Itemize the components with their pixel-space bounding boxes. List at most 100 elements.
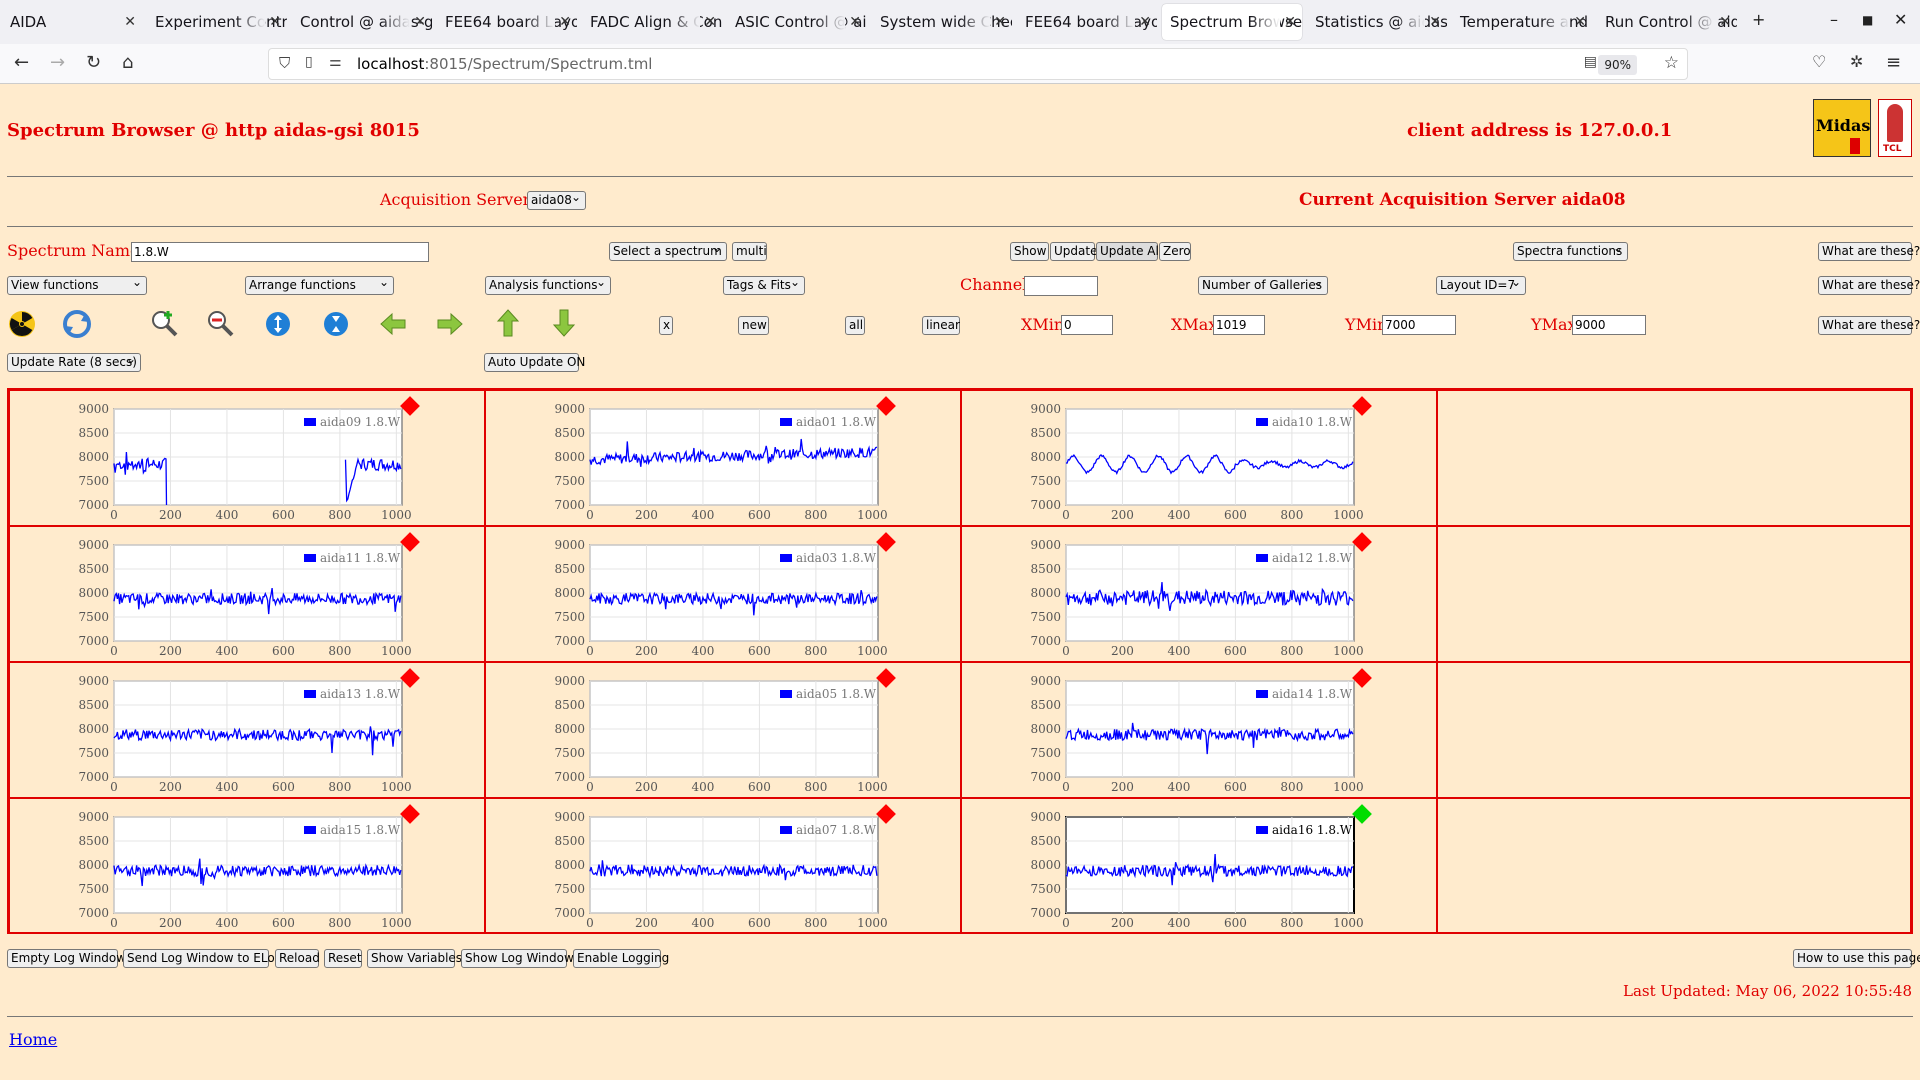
view-functions-select[interactable]: View functions <box>7 274 147 295</box>
what-are-these-button[interactable]: What are these? <box>1818 242 1920 261</box>
layout-select[interactable]: Layout ID=7 <box>1436 274 1526 295</box>
show-log-window-button[interactable]: Show Log Window <box>461 949 574 968</box>
gallery-cell[interactable] <box>1437 662 1911 798</box>
xmax-input[interactable]: 1019 <box>1213 315 1265 335</box>
arrange-functions-select[interactable]: Arrange functions <box>245 274 394 295</box>
zero-button[interactable]: Zero <box>1159 242 1191 261</box>
send-log-to-elog-button[interactable]: Send Log Window to ELog <box>123 949 282 968</box>
home-icon[interactable]: ⌂ <box>122 52 134 73</box>
status-marker-icon[interactable] <box>1352 668 1372 688</box>
status-marker-icon[interactable] <box>876 804 896 824</box>
spectra-functions-select[interactable]: Spectra functions <box>1513 240 1628 261</box>
shrink-y-icon[interactable] <box>322 310 350 338</box>
status-marker-icon[interactable] <box>876 532 896 552</box>
tab-close-icon[interactable]: ✕ <box>704 14 716 30</box>
tab-6[interactable]: System wide Checks✕ <box>872 4 1012 40</box>
reload-button[interactable]: Reload <box>275 949 320 968</box>
how-to-use-button[interactable]: How to use this page <box>1793 949 1920 968</box>
radiation-icon[interactable] <box>8 310 36 338</box>
reset-button[interactable]: Reset <box>324 949 362 968</box>
channel-input[interactable] <box>1024 276 1098 296</box>
gallery-cell[interactable]: 9000 8500 8000 7500 7000 0 200 400 600 800 1000 aid… <box>961 526 1437 662</box>
gallery-cell[interactable]: 9000 8500 8000 7500 7000 0 200 400 600 800 1000 aid… <box>9 526 485 662</box>
arrow-left-icon[interactable] <box>379 310 407 338</box>
bookmark-star-icon[interactable]: ☆ <box>1663 53 1679 73</box>
show-button[interactable]: Show <box>1010 242 1049 261</box>
auto-update-button[interactable]: Auto Update ON <box>484 353 585 372</box>
tab-10[interactable]: Temperature and Status✕ <box>1452 4 1592 40</box>
back-icon[interactable]: ← <box>14 52 30 73</box>
multi-button[interactable]: multi <box>732 242 767 261</box>
url-bar[interactable]: ⛉ ▯ ⚌ localhost:8015/Spectrum/Spectrum.t… <box>268 48 1688 80</box>
new-button[interactable]: new <box>738 316 769 335</box>
menu-icon[interactable]: ≡ <box>1886 52 1902 73</box>
spectrum-name-input[interactable]: 1.8.W <box>131 242 429 262</box>
status-marker-icon[interactable] <box>1352 396 1372 416</box>
arrow-up-icon[interactable] <box>494 309 522 337</box>
ymin-input[interactable]: 7000 <box>1382 315 1456 335</box>
update-rate-select[interactable]: Update Rate (8 secs) <box>7 351 141 372</box>
update-all-button[interactable]: Update All <box>1096 242 1162 261</box>
refresh-icon[interactable] <box>63 310 91 338</box>
tab-3[interactable]: FEE64 board Layout✕ <box>437 4 577 40</box>
arrow-down-icon[interactable] <box>550 309 578 337</box>
gallery-cell[interactable]: 9000 8500 8000 7500 7000 0 200 400 600 800 1000 aid… <box>9 798 485 934</box>
forward-icon[interactable]: → <box>50 52 66 73</box>
show-variables-button[interactable]: Show Variables <box>367 949 462 968</box>
gallery-cell[interactable]: 9000 8500 8000 7500 7000 0 200 400 600 800 1000 aid… <box>9 390 485 526</box>
analysis-functions-select[interactable]: Analysis functions <box>485 274 611 295</box>
gallery-cell[interactable]: 9000 8500 8000 7500 7000 0 200 400 600 800 1000 aid… <box>485 798 961 934</box>
expand-y-icon[interactable] <box>264 310 292 338</box>
tab-close-icon[interactable]: ✕ <box>559 14 571 30</box>
tab-close-icon[interactable]: ✕ <box>414 14 426 30</box>
status-marker-icon[interactable] <box>876 396 896 416</box>
status-marker-icon[interactable] <box>1352 804 1372 824</box>
zoom-level[interactable]: 90% <box>1598 55 1637 75</box>
acq-server-select[interactable]: aida08 <box>527 189 586 210</box>
tab-close-icon[interactable]: ✕ <box>269 14 281 30</box>
gallery-cell[interactable]: 9000 8500 8000 7500 7000 0 200 400 600 800 1000 aid… <box>961 390 1437 526</box>
tab-close-icon[interactable]: ✕ <box>994 14 1006 30</box>
gallery-cell[interactable] <box>1437 390 1911 526</box>
status-marker-icon[interactable] <box>400 668 420 688</box>
tab-11[interactable]: Run Control @ aidas✕ <box>1597 4 1737 40</box>
empty-log-window-button[interactable]: Empty Log Window <box>7 949 126 968</box>
tab-close-icon[interactable]: ✕ <box>1284 14 1296 30</box>
gallery-cell[interactable]: 9000 8500 8000 7500 7000 0 200 400 600 800 1000 aid… <box>485 390 961 526</box>
gallery-cell[interactable] <box>1437 798 1911 934</box>
extension-icon[interactable]: ✲ <box>1850 52 1864 71</box>
arrow-right-icon[interactable] <box>436 310 464 338</box>
pocket-icon[interactable]: ♡ <box>1812 52 1827 71</box>
number-of-galleries-select[interactable]: Number of Galleries <box>1198 274 1328 295</box>
tab-8[interactable]: Spectrum Browser ✕ <box>1162 4 1302 40</box>
xmin-input[interactable]: 0 <box>1061 315 1113 335</box>
reload-icon[interactable]: ↻ <box>86 52 102 73</box>
minimize-icon[interactable]: – <box>1830 10 1838 29</box>
reader-view-icon[interactable]: ▤ <box>1583 54 1597 70</box>
tab-7[interactable]: FEE64 board Layout✕ <box>1017 4 1157 40</box>
linear-button[interactable]: linear <box>922 316 960 335</box>
tags-fits-select[interactable]: Tags & Fits <box>723 274 805 295</box>
tab-4[interactable]: FADC Align & Control✕ <box>582 4 722 40</box>
zoom-out-icon[interactable] <box>206 309 234 337</box>
tab-close-icon[interactable]: ✕ <box>124 14 136 30</box>
tab-close-icon[interactable]: ✕ <box>1429 14 1441 30</box>
zoom-in-icon[interactable] <box>150 309 178 337</box>
select-spectrum-select[interactable]: Select a spectrum <box>609 240 727 261</box>
new-tab-button[interactable]: + <box>1752 10 1766 29</box>
gallery-cell[interactable]: 9000 8500 8000 7500 7000 0 200 400 600 800 1000 aid… <box>961 798 1437 934</box>
gallery-cell[interactable]: 9000 8500 8000 7500 7000 0 200 400 600 800 1000 aid… <box>961 662 1437 798</box>
gallery-cell[interactable] <box>1437 526 1911 662</box>
status-marker-icon[interactable] <box>876 668 896 688</box>
tab-close-icon[interactable]: ✕ <box>1574 14 1586 30</box>
